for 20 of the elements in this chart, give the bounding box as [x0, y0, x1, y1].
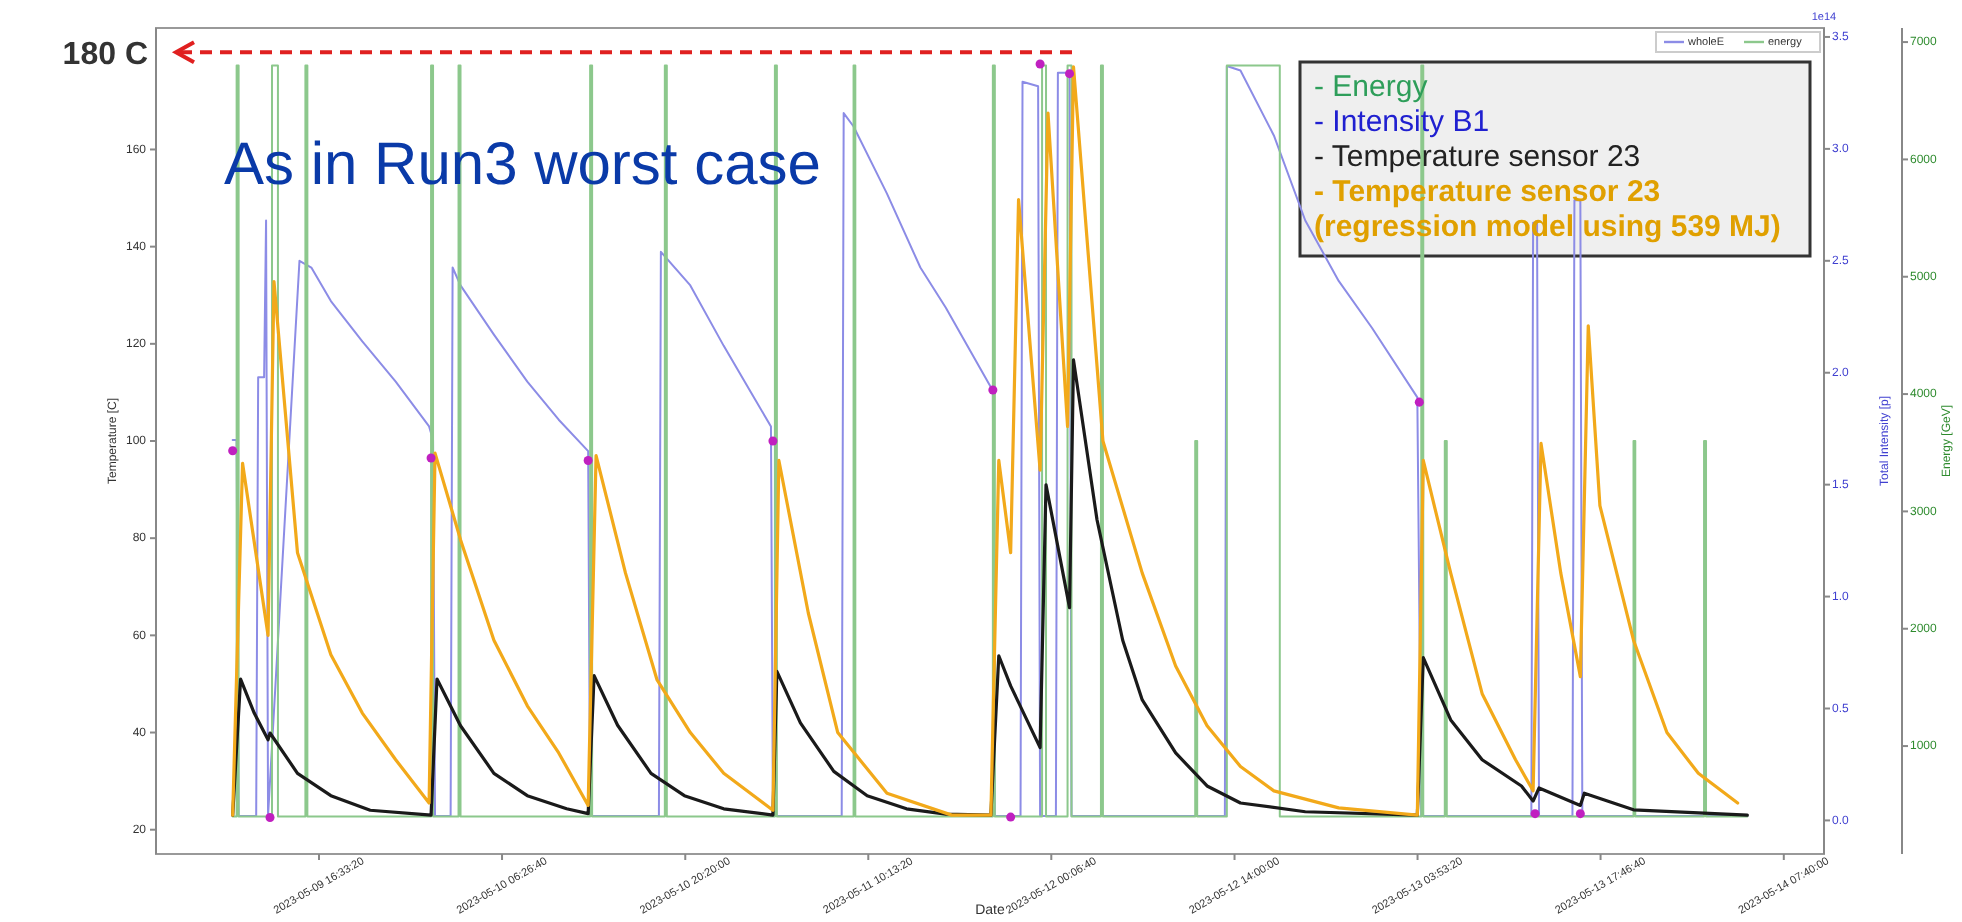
- point: [1575, 809, 1585, 819]
- point: [228, 446, 238, 456]
- annotation: - Energy: [1314, 70, 1429, 104]
- point: [1035, 59, 1045, 69]
- annotation: As in Run3 worst case: [224, 132, 821, 198]
- point: [768, 436, 778, 446]
- annotation: - Temperature sensor 23: [1314, 140, 1641, 174]
- point: [426, 453, 436, 463]
- point: [1065, 69, 1075, 79]
- annotation: (regression model using 539 MJ): [1314, 210, 1781, 244]
- line-series: [231, 358, 1749, 817]
- ref-line-label: 180 C: [62, 38, 149, 73]
- point: [1530, 809, 1540, 819]
- point: [988, 385, 998, 395]
- point: [1006, 812, 1016, 822]
- point: [265, 813, 275, 823]
- annotation: - Temperature sensor 23: [1314, 175, 1661, 209]
- point: [583, 455, 593, 465]
- point: [1414, 397, 1424, 407]
- annotation: - Intensity B1: [1314, 105, 1490, 139]
